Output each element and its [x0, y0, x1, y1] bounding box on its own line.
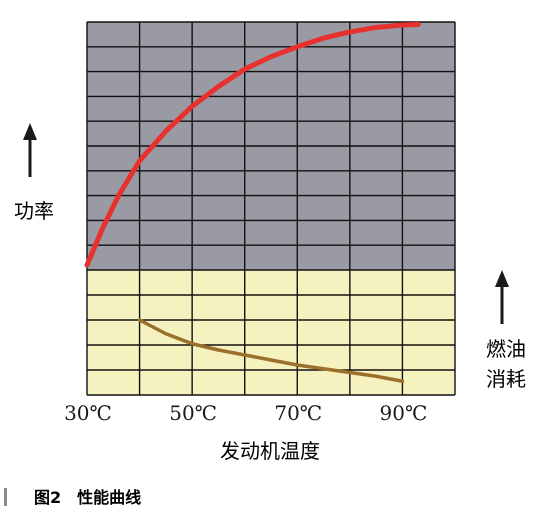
up-arrow-head-icon — [495, 270, 509, 287]
power-curve — [84, 21, 421, 268]
x-tick-label: 90℃ — [380, 401, 428, 425]
fuel-axis-label-line1: 燃油 — [486, 337, 526, 361]
x-tick-label: 70℃ — [274, 401, 322, 425]
fuel-consumption-curve — [137, 318, 405, 383]
x-axis-label: 发动机温度 — [220, 439, 320, 463]
fuel-axis-label-line2: 消耗 — [486, 367, 526, 391]
x-tick-label: 50℃ — [169, 401, 217, 425]
fuel-panel-background — [87, 270, 455, 395]
fuel-axis: 燃油 消耗 — [486, 270, 526, 391]
power-axis: 功率 — [14, 123, 54, 223]
caption-marker — [4, 488, 7, 506]
x-tick-labels: 30℃ 50℃ 70℃ 90℃ — [64, 401, 427, 425]
power-axis-label: 功率 — [14, 199, 54, 223]
chart-grid — [86, 21, 456, 396]
x-tick-label: 30℃ — [64, 401, 112, 425]
up-arrow-head-icon — [23, 123, 37, 140]
chart-panels — [87, 22, 455, 395]
figure-caption: 图2 性能曲线 — [34, 488, 141, 507]
chart-series — [84, 21, 421, 383]
